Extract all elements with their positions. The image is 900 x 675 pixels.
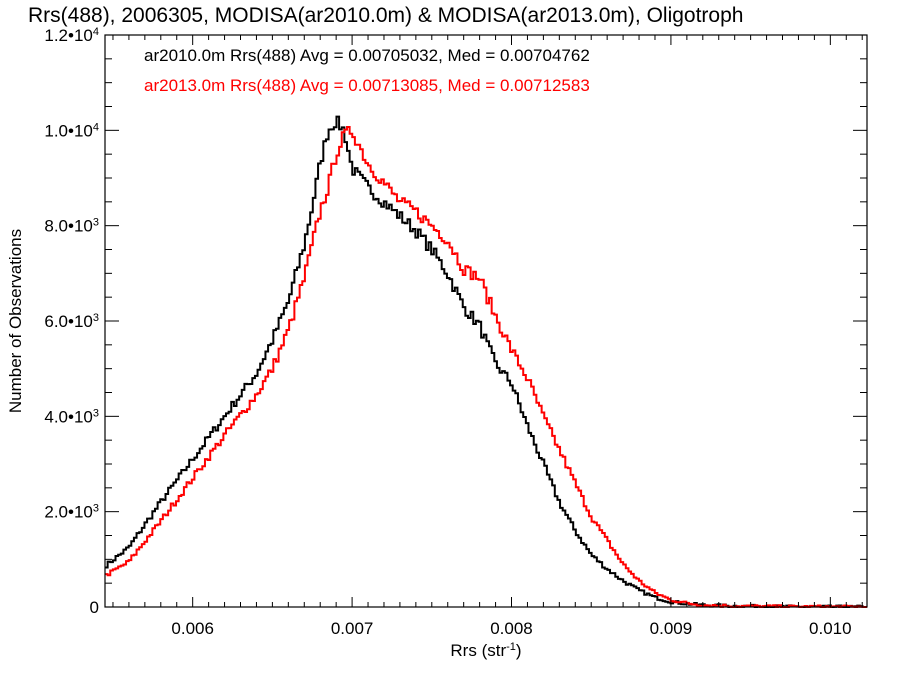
chart-title: Rrs(488), 2006305, MODISA(ar2010.0m) & M…	[28, 4, 744, 27]
y-tick-label: 1.2•104	[44, 26, 99, 45]
legend: ar2010.0m Rrs(488) Avg = 0.00705032, Med…	[144, 46, 590, 95]
y-tick-label: 2.0•103	[44, 503, 99, 522]
y-tick-label: 4.0•103	[44, 407, 99, 426]
y-axis-label: Number of Observations	[6, 229, 25, 413]
plot-frame	[104, 34, 868, 608]
x-tick-label: 0.006	[171, 619, 214, 638]
series-ar2010-histogram	[105, 115, 867, 608]
y-tick-label: 8.0•103	[44, 217, 99, 236]
y-tick-label: 1.0•104	[44, 121, 99, 140]
x-axis: 0.006 0.007 0.008 0.009 0.010	[112, 35, 863, 638]
series-layer	[105, 115, 867, 608]
legend-entry-ar2010: ar2010.0m Rrs(488) Avg = 0.00705032, Med…	[144, 46, 590, 65]
y-tick-label: 6.0•103	[44, 312, 99, 331]
series-ar2013-histogram	[105, 125, 867, 608]
y-axis: 0 2.0•103 4.0•103 6.0•103 8.0•103 1.0•104 1.2•…	[44, 26, 867, 617]
x-tick-label: 0.008	[490, 619, 533, 638]
y-tick-label: 0	[90, 598, 99, 617]
x-tick-label: 0.010	[809, 619, 852, 638]
x-tick-label: 0.007	[331, 619, 374, 638]
x-tick-label: 0.009	[650, 619, 693, 638]
x-axis-label: Rrs (str-1)	[450, 641, 521, 660]
legend-entry-ar2013: ar2013.0m Rrs(488) Avg = 0.00713085, Med…	[144, 76, 590, 95]
